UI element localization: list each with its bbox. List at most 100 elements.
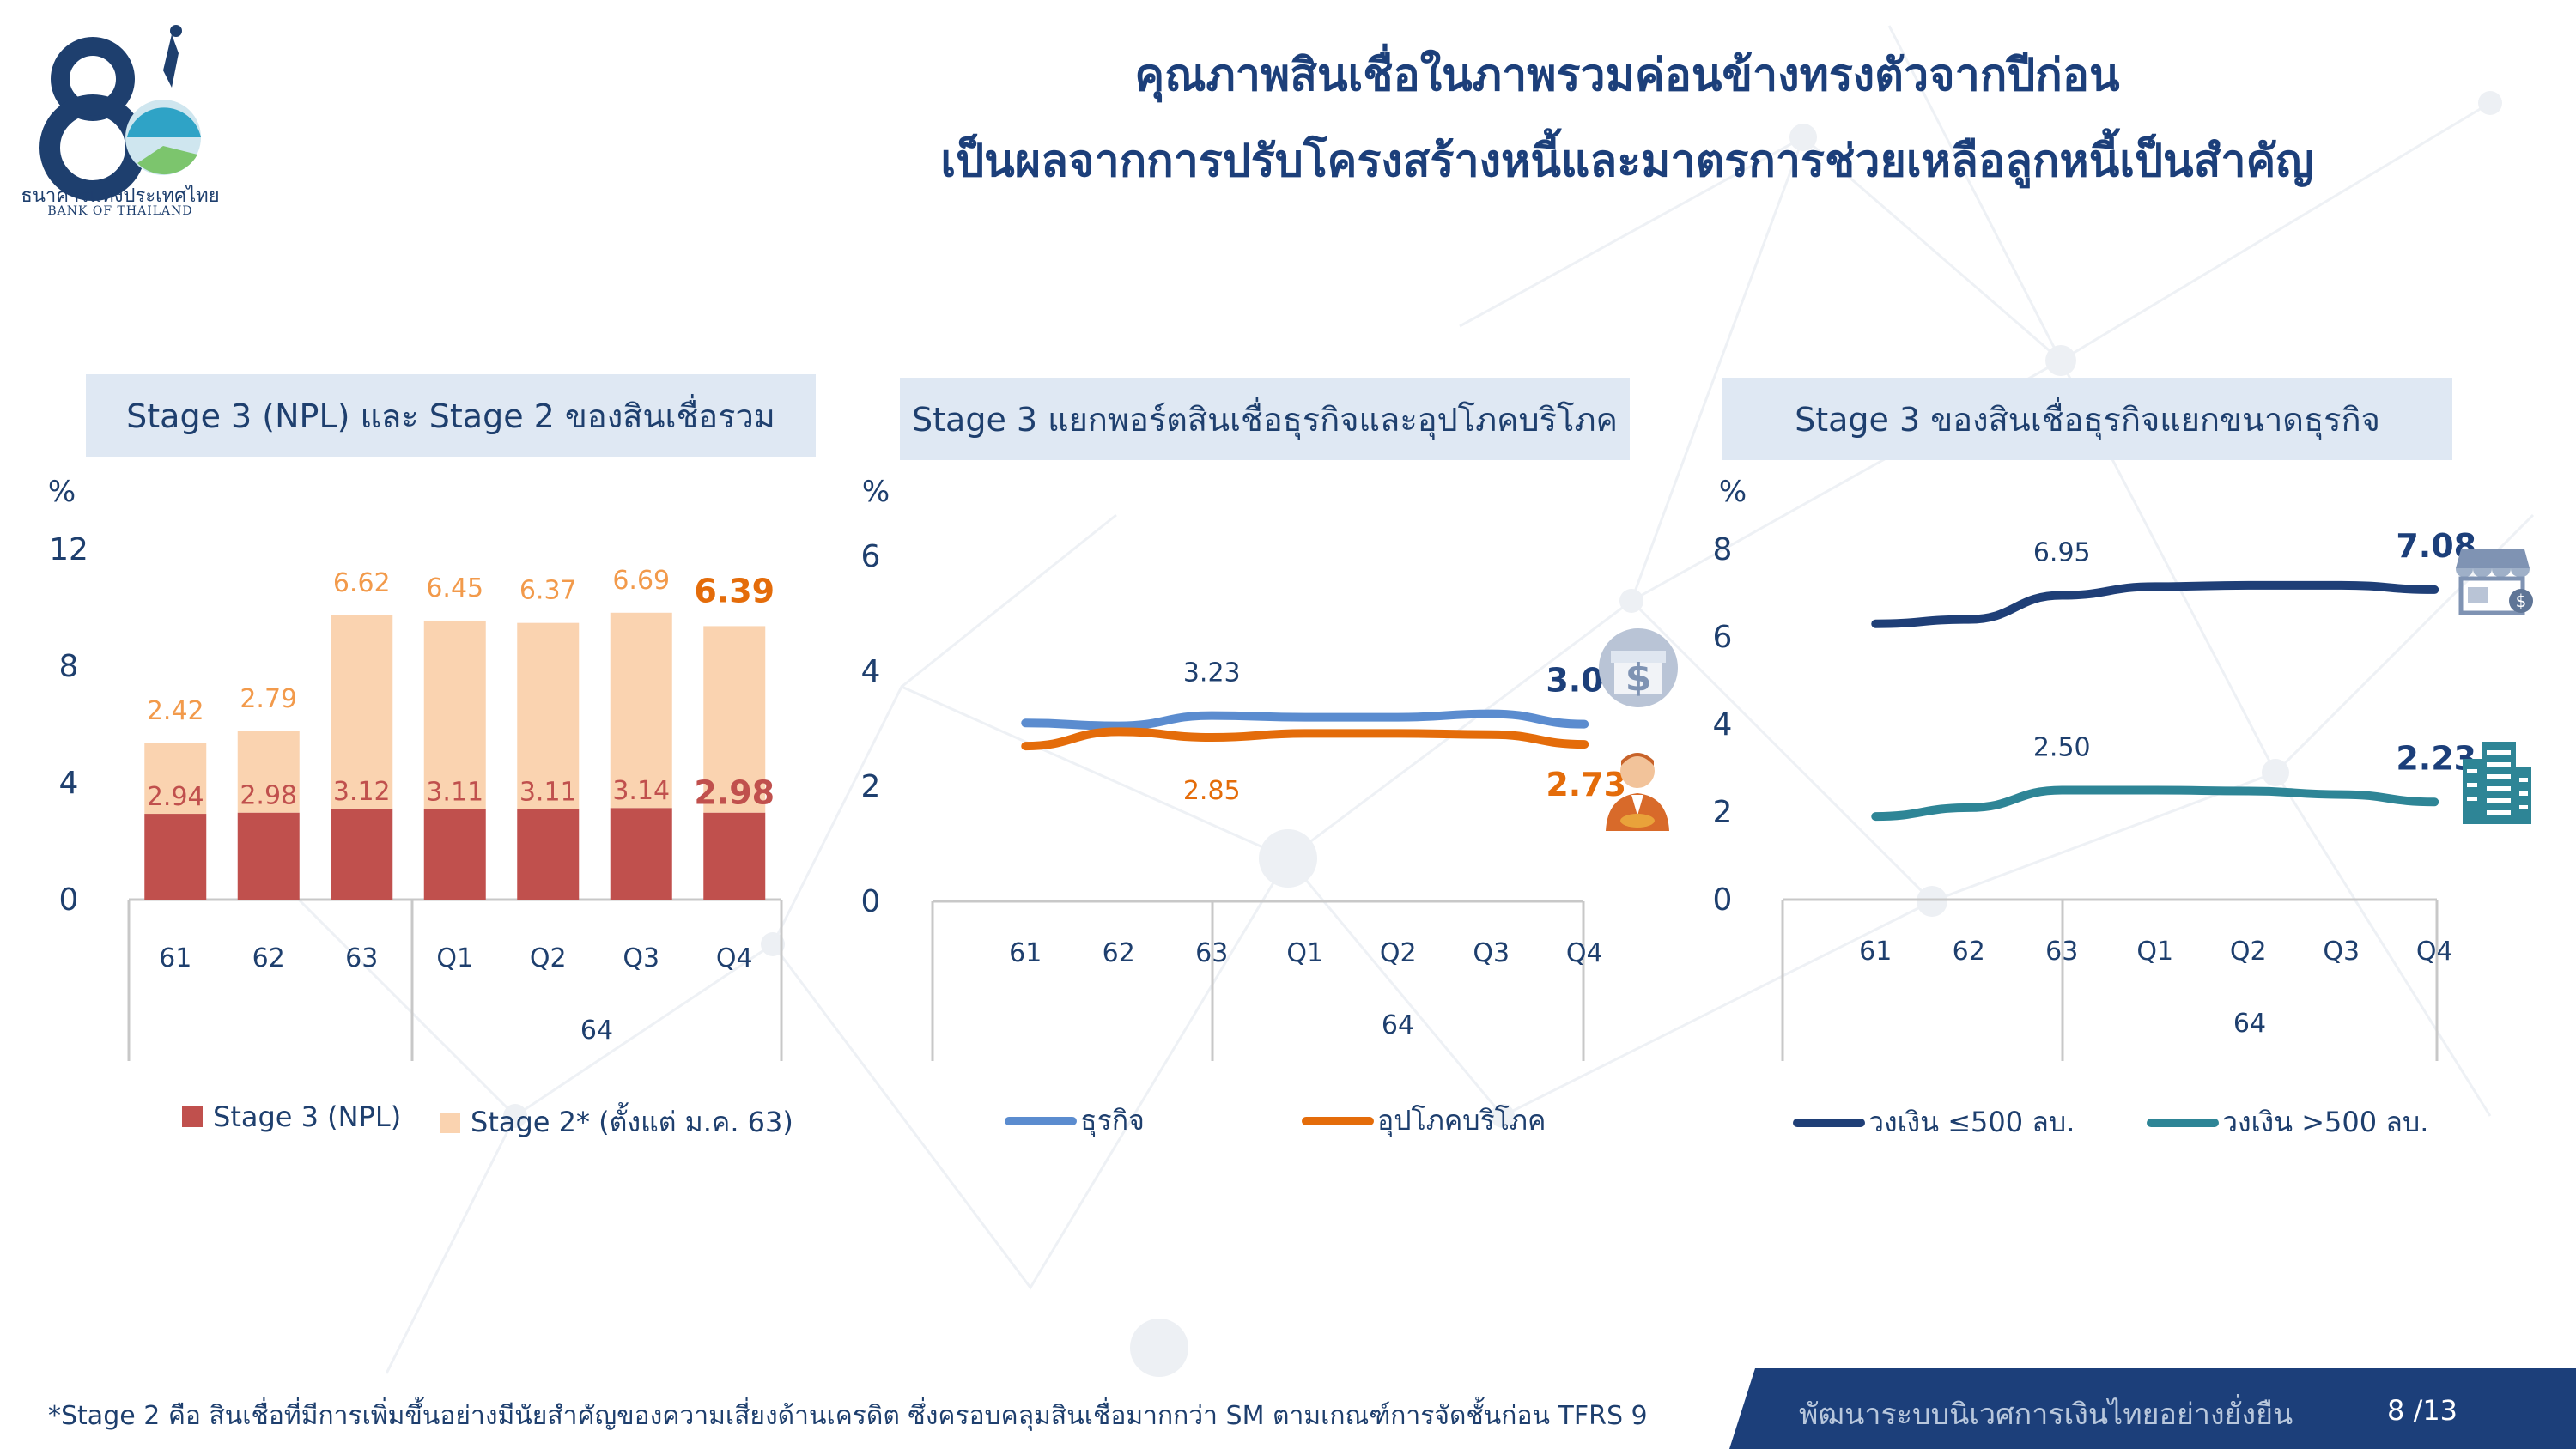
chart3-y-tick: 8 — [1713, 532, 1733, 567]
legend-swatch-large — [2147, 1118, 2219, 1127]
chart2-title: Stage 3 แยกพอร์ตสินเชื่อธุรกิจและอุปโภคบ… — [900, 378, 1630, 460]
bar-stage2 — [423, 620, 486, 809]
npl-data-label: 2.98 — [694, 774, 775, 812]
logo-text-en: BANK OF THAILAND — [47, 204, 193, 218]
chart3-y-tick: 2 — [1713, 795, 1733, 830]
page-title: คุณภาพสินเชื่อในภาพรวมค่อนข้างทรงตัวจากป… — [773, 33, 2482, 204]
page-title-line-2: เป็นผลจากการปรับโครงสร้างหนี้และมาตรการช… — [940, 136, 2314, 187]
chart2-y-unit: % — [862, 475, 890, 509]
npl-data-label: 3.11 — [519, 777, 577, 807]
chart2-data-label: 2.85 — [1183, 776, 1241, 806]
chart3-series-line-2 — [1871, 785, 2439, 822]
chart1-y-unit: % — [48, 475, 76, 509]
chart2-x-tick: Q3 — [1473, 938, 1510, 968]
stage2-data-label: 6.69 — [612, 566, 670, 596]
legend-label-small: วงเงิน ≤500 ลบ. — [1868, 1106, 2075, 1138]
chart1-x-tick: 62 — [252, 943, 285, 973]
chart3-data-label: 2.50 — [2033, 733, 2091, 763]
svg-text:$: $ — [1625, 656, 1652, 700]
chart3-legend-small: วงเงิน ≤500 ลบ. — [1793, 1100, 2075, 1144]
chart2-data-label: 3.23 — [1183, 658, 1241, 688]
stage2-data-label: 6.62 — [333, 568, 391, 598]
legend-label-stage2: Stage 2* (ตั้งแต่ ม.ค. 63) — [471, 1106, 793, 1138]
chart3-y-tick: 6 — [1713, 620, 1733, 655]
chart2-legend-consumer: อุปโภคบริโภค — [1302, 1099, 1546, 1143]
chart3-x-tick: 62 — [1953, 937, 1985, 967]
bar-npl — [703, 812, 766, 900]
chart2-x-tick: 62 — [1103, 938, 1135, 968]
chart2-series-line-1 — [1021, 709, 1589, 731]
chart1-title: Stage 3 (NPL) และ Stage 2 ของสินเชื่อรวม — [86, 374, 816, 457]
shop-dollar-icon: $ — [1599, 628, 1678, 707]
bar-stage2 — [144, 743, 207, 815]
bar-npl — [423, 809, 486, 900]
page-number: 8 /13 — [2387, 1394, 2458, 1427]
chart1-x-tick: 63 — [345, 943, 378, 973]
legend-swatch-stage2 — [440, 1112, 460, 1133]
chart1-legend-stage2: Stage 2* (ตั้งแต่ ม.ค. 63) — [440, 1100, 793, 1144]
footnote: *Stage 2 คือ สินเชื่อที่มีการเพิ่มขึ้นอย… — [48, 1401, 1648, 1431]
chart1-x-tick: Q3 — [623, 943, 659, 973]
legend-label-npl: Stage 3 (NPL) — [213, 1100, 402, 1133]
chart2-x-tick: 63 — [1195, 938, 1228, 968]
logo-text-th: ธนาคารแห่งประเทศไทย — [21, 185, 220, 207]
consumer-person-icon — [1606, 753, 1669, 831]
chart2-x-tick: Q1 — [1286, 938, 1323, 968]
page-title-line-1: คุณภาพสินเชื่อในภาพรวมค่อนข้างทรงตัวจากป… — [1134, 50, 2120, 101]
chart3-x-tick: 63 — [2045, 937, 2078, 967]
bar-stage2 — [331, 615, 393, 809]
chart2-legend-business: ธุรกิจ — [1005, 1099, 1145, 1143]
chart2-data-label: 2.73 — [1546, 766, 1626, 803]
npl-data-label: 3.14 — [612, 776, 670, 806]
npl-data-label: 3.11 — [426, 777, 483, 807]
chart3-x-tick: 61 — [1859, 937, 1892, 967]
bar-npl — [331, 808, 393, 900]
stage2-data-label: 2.79 — [240, 684, 297, 714]
footer-band — [1729, 1368, 2576, 1449]
chart1-legend-npl: Stage 3 (NPL) — [182, 1100, 401, 1133]
chart3-series-line-1 — [1871, 580, 2439, 628]
bank-logo-icon — [39, 25, 201, 201]
bar-npl — [237, 812, 300, 900]
chart3-title: Stage 3 ของสินเชื่อธุรกิจแยกขนาดธุรกิจ — [1722, 378, 2452, 460]
bar-stage2 — [237, 731, 300, 813]
footer-slogan: พัฒนาระบบนิเวศการเงินไทยอย่างยั่งยืน — [1799, 1397, 2293, 1432]
chart1-y-tick: 0 — [59, 882, 79, 918]
chart2-y-tick: 6 — [861, 539, 881, 574]
storefront-icon: $ — [2456, 549, 2533, 615]
chart1-x-tick: Q4 — [716, 943, 753, 973]
npl-data-label: 2.94 — [147, 782, 204, 812]
npl-data-label: 3.12 — [333, 777, 391, 807]
chart3-legend-large: วงเงิน >500 ลบ. — [2147, 1100, 2428, 1144]
npl-data-label: 2.98 — [240, 781, 297, 811]
stage2-data-label: 6.37 — [519, 576, 577, 606]
bar-npl — [144, 814, 207, 900]
chart2-x-tick: Q2 — [1380, 938, 1417, 968]
chart2-x-tick: Q4 — [1566, 938, 1603, 968]
legend-swatch-business — [1005, 1116, 1077, 1125]
chart2-group-label: 64 — [1382, 1010, 1414, 1040]
building-icon — [2463, 742, 2531, 824]
chart3-data-label: 6.95 — [2033, 538, 2091, 568]
bar-stage2 — [703, 626, 766, 813]
chart2-y-tick: 4 — [861, 654, 881, 689]
chart1-y-tick: 8 — [59, 649, 79, 684]
chart3-x-tick: Q4 — [2416, 937, 2453, 967]
bar-npl — [517, 809, 580, 900]
bar-stage2 — [610, 612, 672, 809]
chart2-x-tick: 61 — [1009, 938, 1042, 968]
chart3-group-label: 64 — [2233, 1009, 2266, 1039]
legend-label-business: ธุรกิจ — [1080, 1104, 1145, 1137]
svg-text:$: $ — [2516, 591, 2527, 611]
stage2-data-label: 2.42 — [147, 696, 204, 726]
chart1-x-tick: Q2 — [530, 943, 567, 973]
chart2-y-tick: 2 — [861, 769, 881, 804]
chart1-x-tick: 61 — [159, 943, 191, 973]
bar-stage2 — [517, 622, 580, 809]
legend-label-consumer: อุปโภคบริโภค — [1377, 1104, 1546, 1137]
chart1-y-tick: 4 — [59, 766, 79, 801]
chart3-x-tick: Q1 — [2136, 937, 2173, 967]
chart3-y-tick: 4 — [1713, 707, 1733, 743]
chart1-group-label: 64 — [580, 1016, 613, 1046]
